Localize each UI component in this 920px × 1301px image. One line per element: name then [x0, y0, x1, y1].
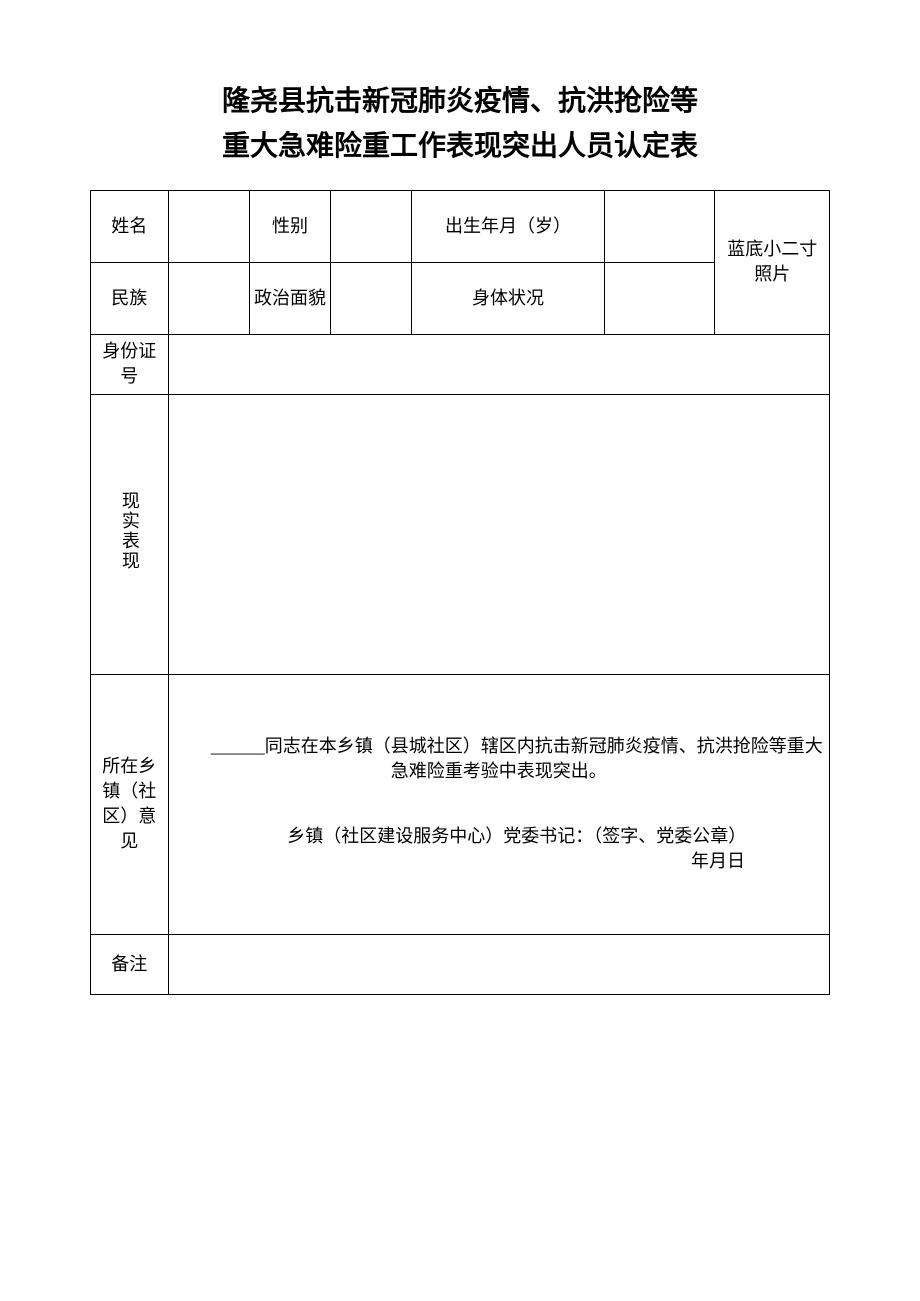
name-label: 姓名: [91, 190, 169, 262]
name-value: [168, 190, 249, 262]
date-line: 年月日: [173, 849, 825, 874]
signature-line: 乡镇（社区建设服务中心）党委书记：（签字、党委公章）: [173, 824, 825, 849]
birth-label: 出生年月（岁）: [412, 190, 604, 262]
political-label: 政治面貌: [249, 262, 330, 334]
id-label: 身份证号: [91, 334, 169, 394]
document-title: 隆尧县抗击新冠肺炎疫情、抗洪抢险等 重大急难险重工作表现突出人员认定表: [90, 80, 830, 170]
opinion-paragraph: ______同志在本乡镇（县城社区）辖区内抗击新冠肺炎疫情、抗洪抢险等重大急难险…: [173, 734, 825, 784]
performance-label-text: 现实表现: [117, 491, 142, 571]
id-value: [168, 334, 829, 394]
row-basic-info-1: 姓名 性别 出生年月（岁） 蓝底小二寸照片: [91, 190, 830, 262]
row-id-number: 身份证号: [91, 334, 830, 394]
birth-value: [604, 190, 715, 262]
gender-value: [331, 190, 412, 262]
row-performance: 现实表现: [91, 394, 830, 674]
health-label: 身体状况: [412, 262, 604, 334]
row-remark: 备注: [91, 934, 830, 994]
recognition-form-table: 姓名 性别 出生年月（岁） 蓝底小二寸照片 民族 政治面貌 身体状况 身份证号 …: [90, 190, 830, 995]
title-line-1: 隆尧县抗击新冠肺炎疫情、抗洪抢险等: [90, 80, 830, 125]
remark-value: [168, 934, 829, 994]
ethnic-value: [168, 262, 249, 334]
gender-label: 性别: [249, 190, 330, 262]
performance-value: [168, 394, 829, 674]
row-opinion: 所在乡镇（社区）意见 ______同志在本乡镇（县城社区）辖区内抗击新冠肺炎疫情…: [91, 674, 830, 934]
photo-placeholder: 蓝底小二寸照片: [715, 190, 830, 334]
ethnic-label: 民族: [91, 262, 169, 334]
title-line-2: 重大急难险重工作表现突出人员认定表: [90, 125, 830, 170]
performance-label: 现实表现: [91, 394, 169, 674]
opinion-content: ______同志在本乡镇（县城社区）辖区内抗击新冠肺炎疫情、抗洪抢险等重大急难险…: [168, 674, 829, 934]
remark-label: 备注: [91, 934, 169, 994]
political-value: [331, 262, 412, 334]
opinion-label: 所在乡镇（社区）意见: [91, 674, 169, 934]
health-value: [604, 262, 715, 334]
